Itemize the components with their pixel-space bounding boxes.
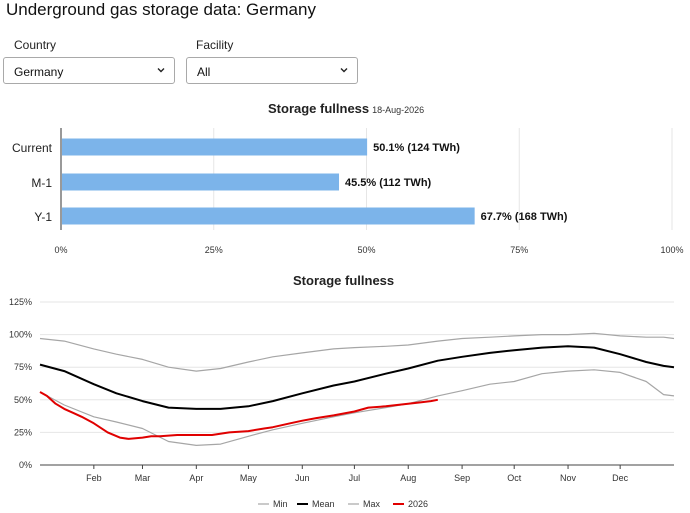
- line-x-tick-label: Jun: [295, 473, 310, 483]
- line-y-tick-label: 50%: [14, 395, 32, 405]
- line-x-tick-label: Nov: [560, 473, 577, 483]
- series-line-min: [39, 369, 675, 446]
- series-line-2026: [39, 391, 438, 440]
- line-y-tick-label: 0%: [19, 460, 32, 470]
- bar-x-tick-label: 50%: [357, 245, 375, 255]
- bar-category-label: Current: [12, 141, 53, 155]
- country-label: Country: [14, 38, 57, 52]
- legend-label: Min: [273, 499, 288, 509]
- bar-category-label: Y-1: [34, 210, 52, 224]
- bar-x-tick-label: 100%: [660, 245, 683, 255]
- line-y-tick-label: 75%: [14, 362, 32, 372]
- facility-select[interactable]: All: [186, 57, 358, 84]
- line-x-tick-label: Dec: [612, 473, 629, 483]
- facility-label: Facility: [196, 38, 234, 52]
- line-x-tick-label: May: [240, 473, 258, 483]
- bar-data-label: 45.5% (112 TWh): [345, 177, 432, 189]
- series-line-max: [39, 332, 675, 372]
- series-line-mean: [39, 345, 675, 410]
- bar-data-label: 67.7% (168 TWh): [481, 211, 568, 223]
- line-x-tick-label: Jul: [349, 473, 361, 483]
- page-title: Underground gas storage data: Germany: [6, 0, 316, 19]
- bar-x-tick-label: 75%: [510, 245, 528, 255]
- line-x-tick-label: Aug: [400, 473, 416, 483]
- bar-x-tick-label: 25%: [205, 245, 223, 255]
- line-x-tick-label: Apr: [189, 473, 203, 483]
- chevron-down-icon: [340, 68, 348, 73]
- bar-chart-date: 18-Aug-2026: [372, 105, 425, 115]
- bar: [62, 138, 368, 156]
- line-chart-title: Storage fullness: [293, 273, 395, 288]
- country-select-value: Germany: [14, 65, 64, 79]
- bar-data-label: 50.1% (124 TWh): [373, 142, 460, 154]
- storage-fullness-bar-chart: 0% 25% 50% 75% 100% Current 50.1% (124 TWh) M-1…: [12, 128, 684, 255]
- line-x-tick-label: Mar: [135, 473, 151, 483]
- bar-chart-title: Storage fullness 18-Aug-2026: [268, 101, 424, 116]
- bar: [62, 207, 475, 225]
- bar-category-label: M-1: [31, 176, 52, 190]
- line-y-tick-label: 25%: [14, 427, 32, 437]
- bar: [62, 173, 340, 191]
- facility-select-value: All: [197, 65, 211, 79]
- line-x-tick-label: Oct: [507, 473, 522, 483]
- bar-x-tick-label: 0%: [54, 245, 67, 255]
- legend-label: Mean: [312, 499, 335, 509]
- storage-fullness-line-chart: 0% 25% 50% 75% 100% 125% Feb Mar Apr May Jun Jul Aug…: [9, 297, 675, 509]
- line-x-tick-label: Feb: [86, 473, 102, 483]
- legend-label: Max: [363, 499, 381, 509]
- line-x-tick-label: Sep: [454, 473, 470, 483]
- legend-label: 2026: [408, 499, 428, 509]
- bar-chart-title-text: Storage fullness: [268, 101, 370, 116]
- chevron-down-icon: [157, 68, 165, 73]
- country-select[interactable]: Germany: [3, 57, 175, 84]
- line-y-tick-label: 100%: [9, 330, 32, 340]
- line-y-tick-label: 125%: [9, 297, 32, 307]
